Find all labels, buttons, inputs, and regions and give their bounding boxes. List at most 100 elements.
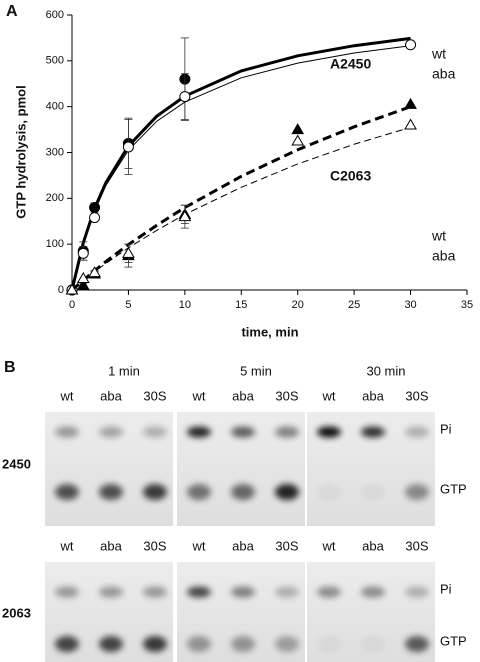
x-tick-label: 30 bbox=[404, 299, 416, 311]
y-tick-label: 500 bbox=[46, 55, 64, 67]
point bbox=[405, 39, 417, 51]
pi-spot bbox=[361, 426, 385, 438]
series-label: wt bbox=[431, 228, 446, 244]
x-tick-label: 20 bbox=[292, 299, 304, 311]
series-label: aba bbox=[432, 248, 456, 264]
pi-spot bbox=[317, 426, 341, 438]
pi-spot bbox=[143, 586, 167, 598]
point bbox=[404, 97, 417, 109]
pi-spot bbox=[405, 586, 429, 598]
band-label: GTP bbox=[440, 633, 467, 648]
pi-spot bbox=[99, 586, 123, 598]
lane-label: aba bbox=[232, 388, 254, 403]
point bbox=[291, 134, 305, 146]
lane-label: wt bbox=[322, 388, 336, 403]
point bbox=[77, 247, 89, 259]
fit-curve bbox=[70, 36, 411, 291]
lane-label: wt bbox=[60, 538, 74, 553]
band-label: Pi bbox=[440, 421, 452, 436]
lane-label: 30S bbox=[143, 538, 166, 553]
gtp-spot bbox=[143, 484, 167, 500]
lane-label: aba bbox=[362, 538, 384, 553]
gtp-spot bbox=[55, 484, 79, 500]
time-label: 30 min bbox=[366, 363, 405, 378]
lane-label: 30S bbox=[405, 538, 428, 553]
lane-label: wt bbox=[192, 538, 206, 553]
gtp-spot bbox=[187, 636, 211, 652]
point bbox=[76, 272, 90, 284]
band-label: Pi bbox=[440, 581, 452, 596]
point bbox=[122, 246, 135, 258]
gtp-spot bbox=[187, 484, 211, 500]
lane-label: aba bbox=[100, 538, 122, 553]
time-label: 5 min bbox=[240, 363, 272, 378]
pi-spot bbox=[143, 426, 167, 438]
x-tick-label: 10 bbox=[179, 299, 191, 311]
pi-spot bbox=[55, 426, 79, 438]
y-tick-label: 300 bbox=[46, 146, 64, 158]
y-tick-label: 600 bbox=[46, 9, 64, 21]
x-axis-label: time, min bbox=[241, 324, 298, 339]
x-tick-label: 25 bbox=[348, 299, 360, 311]
gtp-spot bbox=[99, 636, 123, 652]
x-tick-label: 0 bbox=[69, 299, 75, 311]
point bbox=[178, 210, 192, 222]
pi-spot bbox=[187, 426, 211, 438]
point bbox=[404, 118, 417, 130]
gtp-spot bbox=[361, 484, 385, 500]
gtp-spot bbox=[275, 636, 299, 652]
lane-label: 30S bbox=[405, 388, 428, 403]
gtp-spot bbox=[361, 636, 385, 652]
group-label: C2063 bbox=[330, 168, 371, 184]
y-axis-label: GTP hydrolysis, pmol bbox=[13, 85, 28, 218]
gtp-spot bbox=[275, 484, 299, 500]
lane-label: 30S bbox=[275, 538, 298, 553]
gtp-spot bbox=[231, 484, 255, 500]
row-label: 2450 bbox=[2, 456, 31, 471]
row-label: 2063 bbox=[2, 605, 31, 620]
lane-label: aba bbox=[362, 388, 384, 403]
pi-spot bbox=[231, 426, 255, 438]
gtp-spot bbox=[55, 636, 79, 652]
lane-label: aba bbox=[100, 388, 122, 403]
pi-spot bbox=[317, 586, 341, 598]
x-tick-label: 35 bbox=[461, 299, 473, 311]
lane-label: aba bbox=[232, 538, 254, 553]
y-tick-label: 400 bbox=[46, 101, 64, 113]
point bbox=[89, 212, 101, 224]
pi-spot bbox=[405, 426, 429, 438]
gtp-spot bbox=[99, 484, 123, 500]
point bbox=[122, 141, 134, 153]
pi-spot bbox=[99, 426, 123, 438]
lane-label: 30S bbox=[143, 388, 166, 403]
pi-spot bbox=[55, 586, 79, 598]
point bbox=[179, 91, 191, 103]
fit-curve bbox=[71, 126, 411, 291]
fit-curve bbox=[71, 45, 411, 291]
gtp-spot bbox=[317, 636, 341, 652]
time-label: 1 min bbox=[108, 363, 140, 378]
group-label: A2450 bbox=[330, 56, 371, 72]
y-tick-label: 200 bbox=[46, 192, 64, 204]
gtp-spot bbox=[405, 636, 429, 652]
point bbox=[76, 278, 90, 290]
lane-label: wt bbox=[322, 538, 336, 553]
pi-spot bbox=[275, 586, 299, 598]
point bbox=[65, 283, 79, 295]
gtp-spot bbox=[317, 484, 341, 500]
gtp-spot bbox=[405, 484, 429, 500]
panel-label: B bbox=[4, 359, 16, 376]
pi-spot bbox=[275, 426, 299, 438]
y-tick-label: 0 bbox=[58, 284, 64, 296]
point bbox=[88, 266, 101, 278]
series-label: aba bbox=[432, 66, 456, 82]
x-tick-label: 5 bbox=[125, 299, 131, 311]
gtp-spot bbox=[143, 636, 167, 652]
panel-label: A bbox=[6, 3, 18, 20]
lane-label: wt bbox=[60, 388, 74, 403]
gtp-spot bbox=[231, 636, 255, 652]
lane-label: 30S bbox=[275, 388, 298, 403]
band-label: GTP bbox=[440, 481, 467, 496]
